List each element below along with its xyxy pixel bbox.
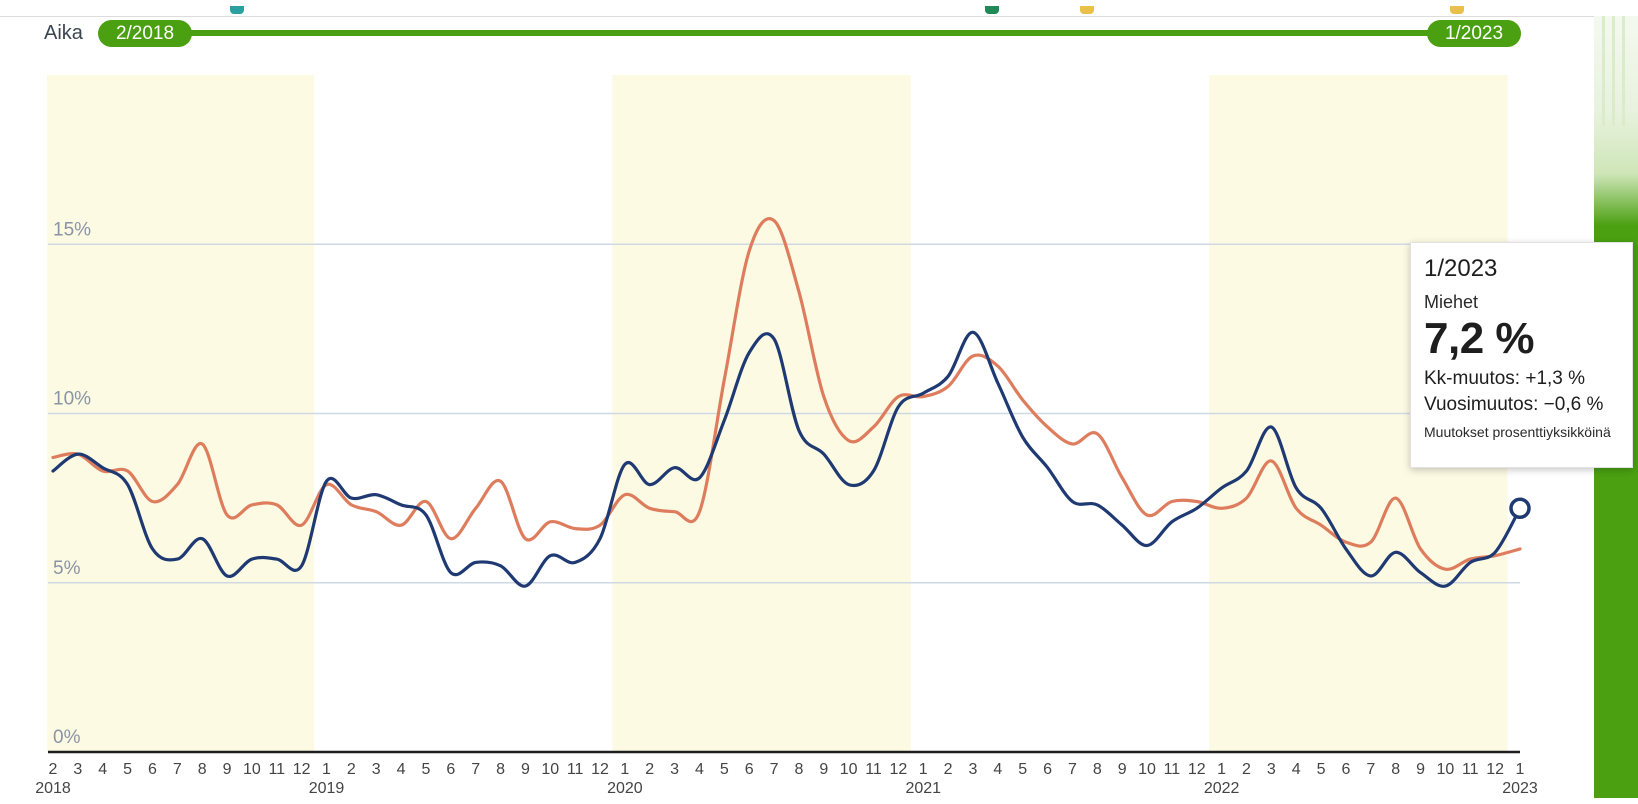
x-tick-year: 2023 — [1502, 780, 1538, 797]
x-tick-month: 5 — [422, 761, 431, 778]
x-tick-month: 1 — [1217, 761, 1226, 778]
x-tick-year: 2021 — [905, 780, 941, 797]
side-panel-stripe — [1612, 16, 1615, 126]
y-tick-label: 5% — [53, 558, 81, 579]
x-tick-month: 8 — [794, 761, 803, 778]
x-tick-month: 11 — [1164, 761, 1181, 778]
x-tick-month: 5 — [1317, 761, 1326, 778]
x-tick-month: 6 — [1043, 761, 1052, 778]
x-tick-month: 3 — [73, 761, 82, 778]
x-tick-month: 9 — [819, 761, 828, 778]
x-tick-month: 1 — [620, 761, 629, 778]
x-tick-month: 12 — [293, 761, 311, 778]
x-tick-month: 8 — [1391, 761, 1400, 778]
x-tick-month: 12 — [889, 761, 907, 778]
data-tooltip: 1/2023 Miehet 7,2 % Kk-muutos: +1,3 % Vu… — [1410, 242, 1633, 468]
x-tick-month: 4 — [98, 761, 107, 778]
tooltip-period: 1/2023 — [1424, 255, 1498, 282]
x-tick-month: 8 — [496, 761, 505, 778]
time-range-end-handle[interactable]: 1/2023 — [1427, 20, 1521, 47]
x-tick-month: 5 — [720, 761, 729, 778]
x-tick-month: 2 — [1242, 761, 1251, 778]
x-tick-month: 5 — [123, 761, 132, 778]
series-line-naiset — [51, 217, 1522, 571]
highlight-point-marker — [1509, 497, 1531, 520]
x-tick-month: 11 — [1462, 761, 1479, 778]
x-tick-month: 9 — [521, 761, 530, 778]
x-tick-year: 2022 — [1204, 780, 1240, 797]
x-tick-month: 9 — [1416, 761, 1425, 778]
side-panel-stripe — [1602, 16, 1605, 126]
x-tick-month: 11 — [567, 761, 584, 778]
x-tick-month: 3 — [969, 761, 978, 778]
x-tick-month: 7 — [770, 761, 779, 778]
filter-chip-fragment — [985, 6, 999, 14]
side-panel-gradient — [1594, 16, 1638, 226]
x-tick-month: 3 — [372, 761, 381, 778]
x-tick-month: 10 — [1138, 761, 1156, 778]
x-tick-month: 10 — [1437, 761, 1455, 778]
side-panel-stripe — [1622, 16, 1625, 126]
x-tick-month: 12 — [1188, 761, 1206, 778]
x-tick-month: 2 — [49, 761, 58, 778]
tooltip-monthly-change: Kk-muutos: +1,3 % — [1424, 368, 1586, 389]
series-line-miehet — [51, 330, 1522, 588]
tooltip-series-name: Miehet — [1424, 292, 1479, 312]
x-tick-year: 2019 — [309, 780, 345, 797]
x-tick-month: 11 — [268, 761, 285, 778]
x-tick-month: 7 — [173, 761, 182, 778]
x-tick-month: 11 — [865, 761, 882, 778]
top-toolbar-edge — [0, 0, 1594, 17]
x-tick-month: 7 — [1068, 761, 1077, 778]
x-tick-year: 2018 — [35, 780, 71, 797]
x-tick-month: 3 — [1267, 761, 1276, 778]
x-tick-month: 6 — [148, 761, 157, 778]
x-tick-month: 10 — [243, 761, 261, 778]
x-tick-month: 12 — [1486, 761, 1504, 778]
x-tick-month: 2 — [645, 761, 654, 778]
y-tick-label: 10% — [53, 389, 91, 410]
tooltip-yearly-change: Vuosimuutos: −0,6 % — [1424, 394, 1604, 415]
unemployment-line-chart[interactable]: 0%5%10%15% 2 3 4 5 6 7 8 9 10 11 12 1 2 3 4 5 6 7 8 9 10 11 12… — [0, 0, 1594, 804]
tooltip-value: 7,2 % — [1424, 314, 1535, 363]
x-tick-month: 12 — [591, 761, 609, 778]
y-tick-label: 0% — [53, 727, 81, 748]
x-tick-month: 4 — [397, 761, 406, 778]
time-range-slider-track[interactable] — [150, 30, 1470, 36]
tooltip-note: Muutokset prosenttiyksikköinä — [1424, 424, 1611, 440]
x-tick-month: 6 — [745, 761, 754, 778]
filter-chip-fragment — [1450, 6, 1464, 14]
x-tick-month: 1 — [322, 761, 331, 778]
x-tick-month: 6 — [1341, 761, 1350, 778]
x-tick-month: 1 — [1516, 761, 1525, 778]
filter-chip-fragment — [1080, 6, 1094, 14]
x-tick-month: 7 — [471, 761, 480, 778]
y-tick-label: 15% — [53, 219, 91, 240]
filter-chip-fragment — [230, 6, 244, 14]
x-tick-month: 6 — [446, 761, 455, 778]
time-range-label: Aika — [44, 22, 83, 44]
x-tick-month: 4 — [993, 761, 1002, 778]
x-tick-year: 2020 — [607, 780, 643, 797]
x-tick-month: 10 — [541, 761, 559, 778]
x-tick-month: 2 — [944, 761, 953, 778]
x-tick-month: 3 — [670, 761, 679, 778]
x-tick-month: 8 — [198, 761, 207, 778]
x-tick-month: 9 — [223, 761, 232, 778]
x-tick-month: 1 — [919, 761, 928, 778]
x-tick-month: 4 — [1292, 761, 1301, 778]
x-tick-month: 10 — [840, 761, 858, 778]
x-tick-month: 8 — [1093, 761, 1102, 778]
x-tick-month: 9 — [1118, 761, 1127, 778]
x-tick-month: 2 — [347, 761, 356, 778]
x-tick-month: 5 — [1018, 761, 1027, 778]
x-tick-month: 4 — [695, 761, 704, 778]
time-range-start-handle[interactable]: 2/2018 — [98, 20, 192, 47]
x-tick-month: 7 — [1366, 761, 1375, 778]
